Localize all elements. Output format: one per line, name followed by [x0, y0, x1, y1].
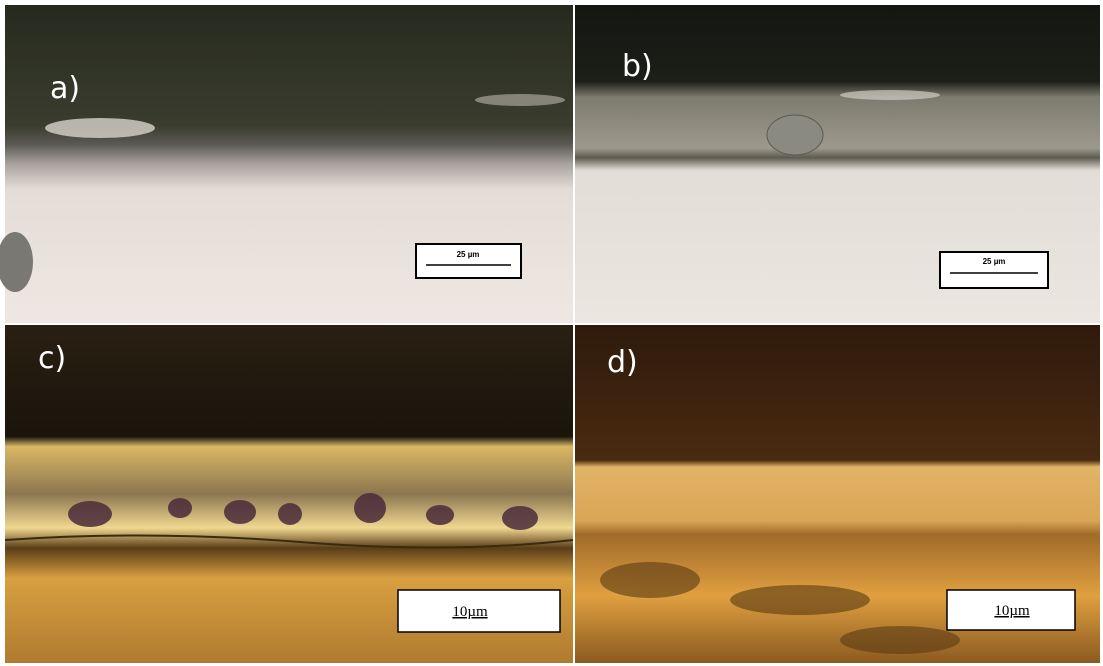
scale-bar-label: 25 µm [983, 257, 1006, 266]
panel-c: c) 10µm [5, 325, 573, 663]
panel-d: d) 10µm [575, 325, 1100, 663]
panel-label: b) [622, 49, 653, 84]
feature [767, 115, 823, 155]
panel-label: d) [607, 345, 638, 380]
feature [475, 94, 565, 106]
feature [45, 118, 155, 138]
scale-bar-label: 10µm [994, 603, 1030, 619]
panel-b: b) 25 µm [575, 5, 1100, 323]
feature [840, 90, 940, 100]
scale-bar-label: 10µm [452, 604, 488, 620]
panel-label: a) [50, 71, 80, 106]
figure: a) 25 µm b) 25 µm c) 10µm d) [0, 0, 1103, 666]
panel-label: c) [38, 341, 66, 376]
scale-bar-label: 25 µm [457, 250, 480, 259]
panel-a: a) 25 µm [0, 5, 573, 323]
